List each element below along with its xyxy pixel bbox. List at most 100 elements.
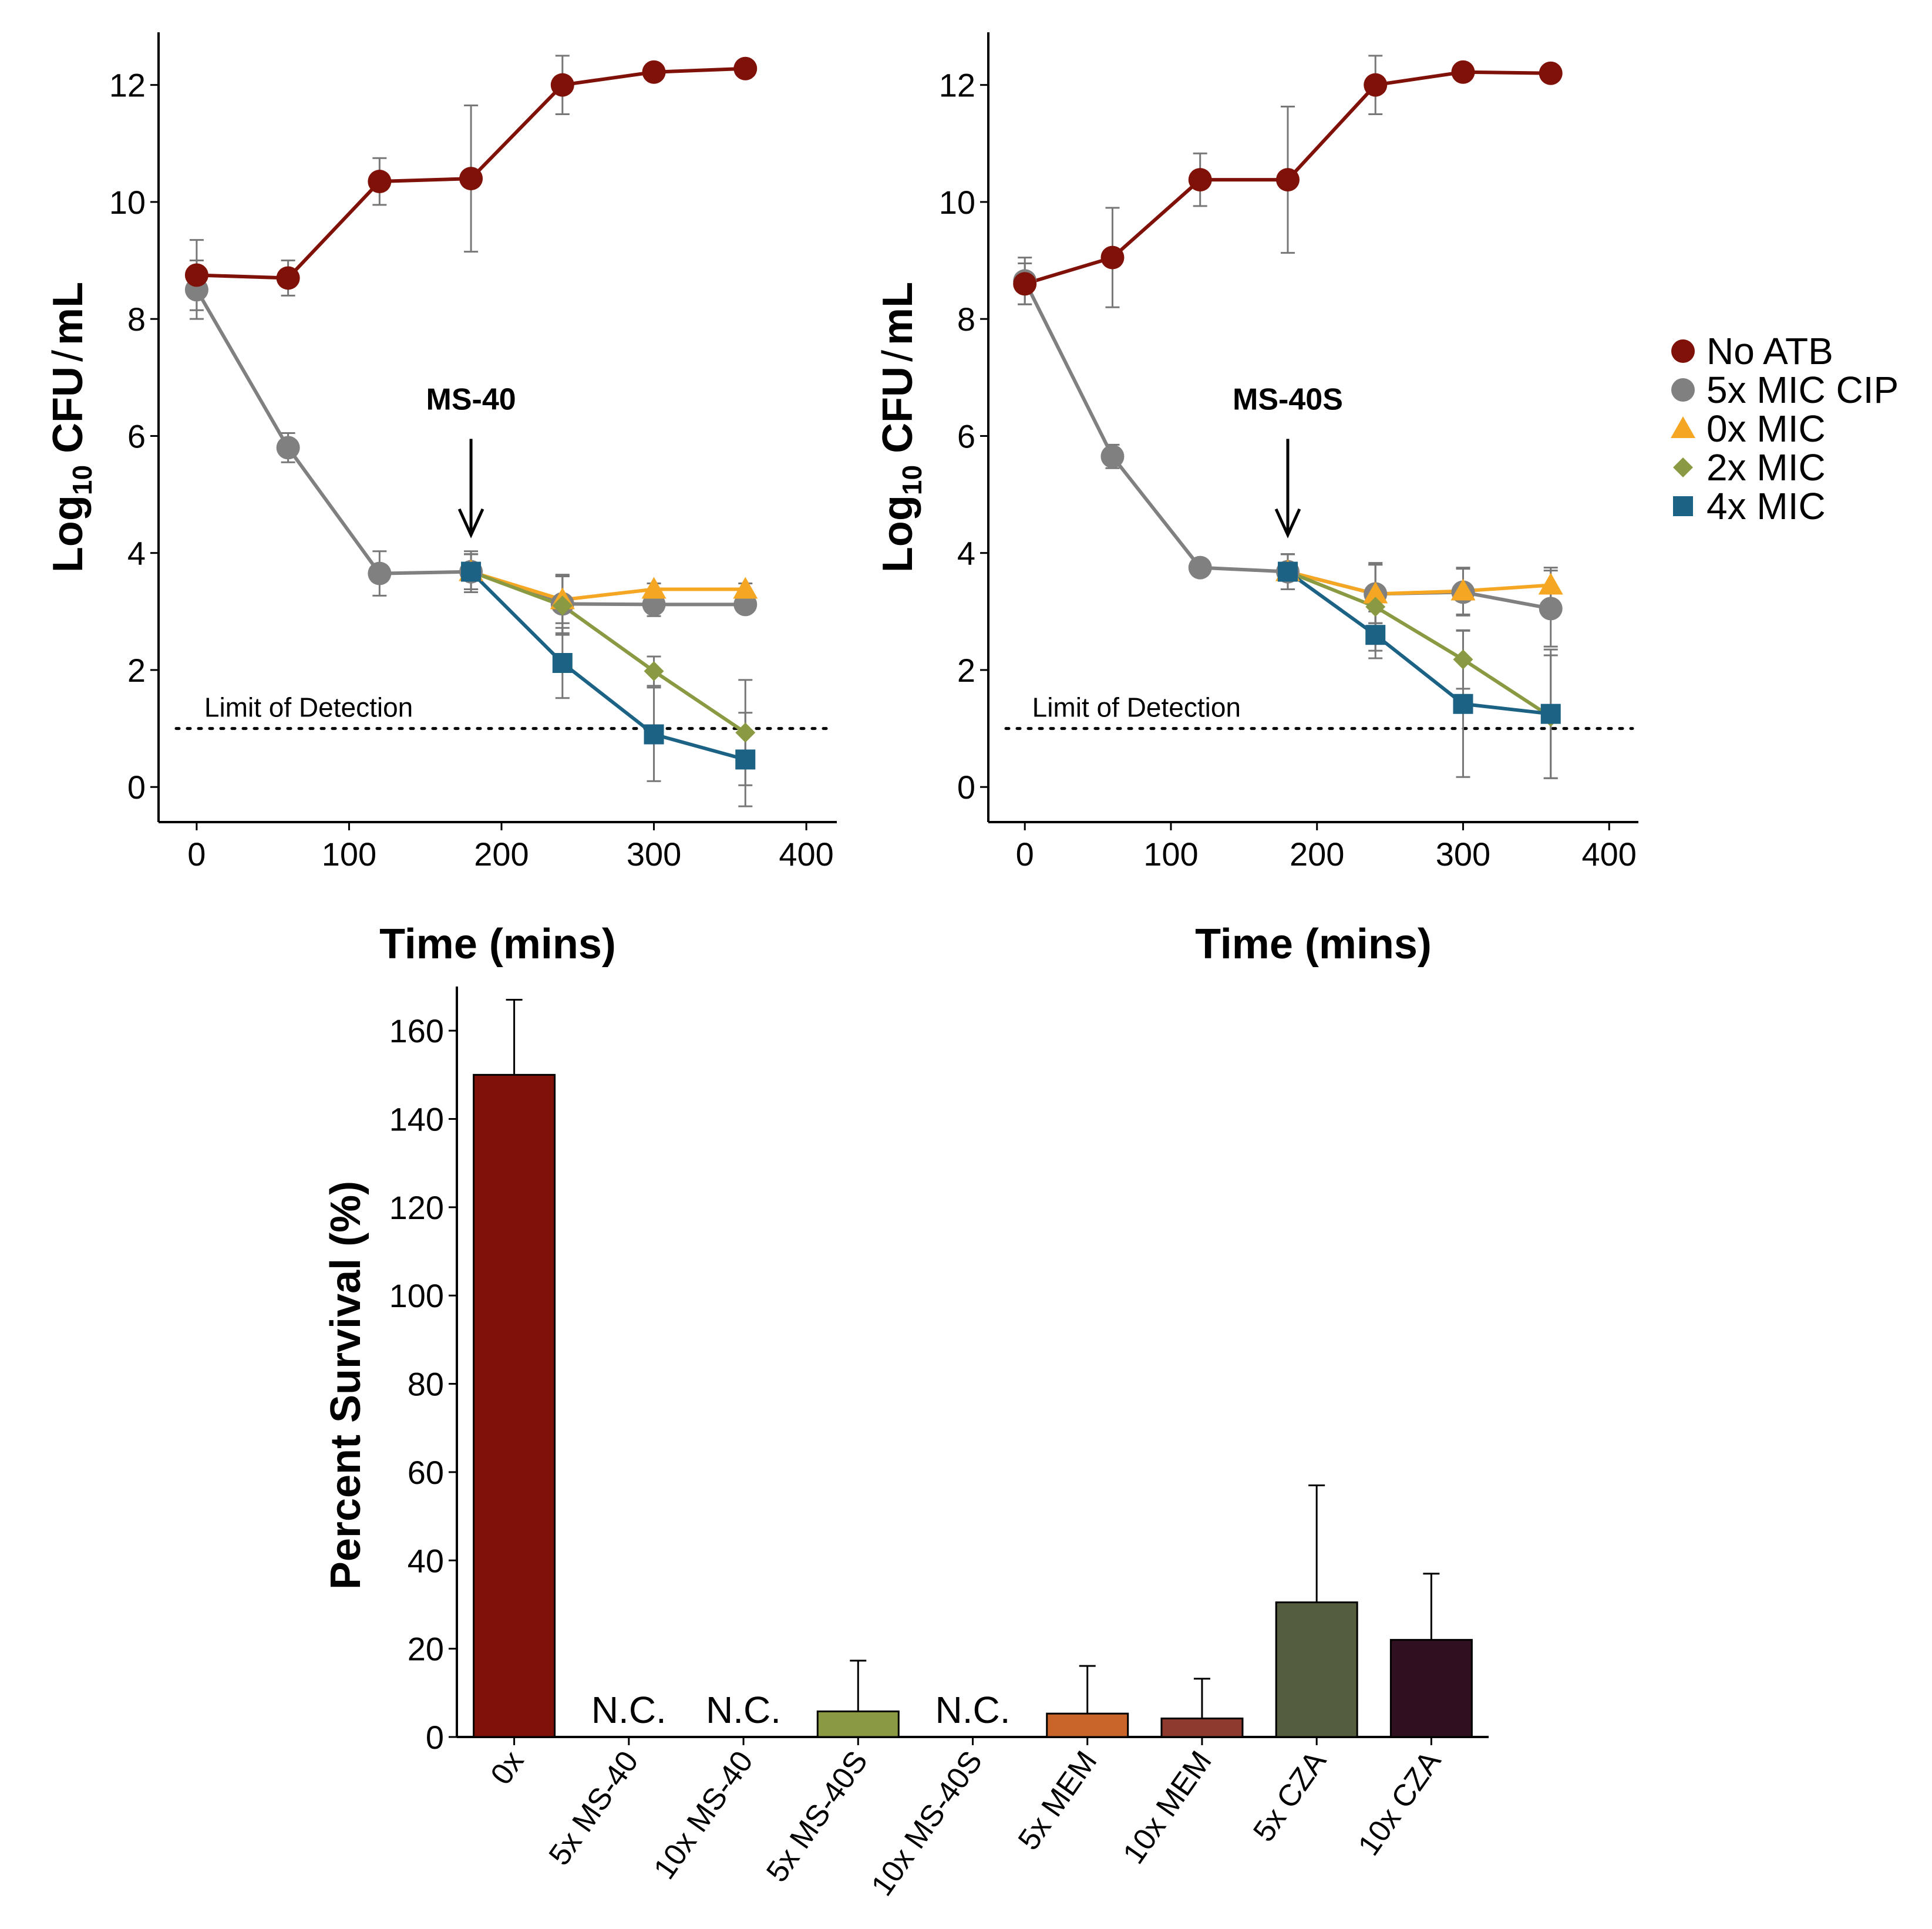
y-tick-label: 160: [389, 1012, 444, 1049]
not-calculated-label: N.C.: [591, 1689, 667, 1731]
data-point-no_atb: [276, 266, 300, 290]
data-point-no_atb: [459, 167, 483, 191]
bar: [816, 1710, 900, 1738]
series-line-mic2: [470, 570, 746, 735]
legend-key-no_atb: [1671, 339, 1695, 363]
data-point-mic0: [641, 577, 667, 599]
data-point-mic4: [1453, 694, 1473, 714]
x-tick-label: 5x MS-40: [543, 1745, 645, 1872]
data-point-mic4: [1277, 561, 1298, 582]
data-point-cip: [1539, 597, 1563, 621]
x-tick-label: 10x CZA: [1352, 1745, 1448, 1861]
data-point-mic0: [1538, 573, 1563, 595]
data-point-cip: [276, 436, 300, 460]
y-tick-label: 60: [408, 1454, 444, 1491]
arrow-label: MS-40: [426, 383, 516, 417]
y-tick-label: 6: [127, 418, 146, 455]
data-point-mic4: [735, 749, 756, 770]
data-point-mic0: [1363, 581, 1388, 604]
data-point-mic4: [552, 653, 573, 674]
data-point-no_atb: [368, 170, 392, 194]
y-tick-label: 4: [957, 535, 975, 572]
y-tick-label: 20: [408, 1631, 444, 1668]
percent-survival-bar-chart: 0 20 40 60 80 100 120 140 160 Percent Survival (%…: [322, 987, 1489, 1902]
data-point-no_atb: [1364, 73, 1388, 97]
arrow-label: MS-40S: [1233, 383, 1343, 417]
legend-key-mic0: [1671, 416, 1695, 438]
y-tick-label: 10: [109, 184, 146, 221]
y-title-subscript: 10: [67, 465, 97, 495]
limit-of-detection-label: Limit of Detection: [1032, 692, 1241, 723]
arrow-head: [457, 508, 484, 538]
data-point-mic2: [644, 661, 664, 681]
y-tick-label: 140: [389, 1101, 444, 1138]
x-tick-label: 5x MEM: [1012, 1745, 1104, 1856]
y-tick-label: 0: [426, 1719, 444, 1756]
y-tick-label: 4: [127, 535, 146, 572]
x-tick-label: 300: [627, 836, 681, 873]
y-tick-label: 10: [939, 184, 975, 221]
y-title-cfu: CFU: [45, 366, 92, 465]
y-title-subscript: 10: [897, 465, 927, 495]
data-point-mic2: [1453, 649, 1473, 670]
y-tick-label: 6: [957, 418, 975, 455]
legend-key-mic2: [1673, 457, 1693, 477]
data-point-mic4: [1365, 625, 1386, 645]
data-point-cip: [1100, 445, 1125, 469]
x-tick-label: 10x MS-40: [647, 1745, 760, 1886]
data-point-no_atb: [1100, 245, 1125, 270]
y-tick-label: 40: [408, 1542, 444, 1579]
y-tick-label: 12: [109, 67, 146, 104]
y-title-unit: mL: [874, 282, 921, 345]
y-axis-title: Log10 CFU / mL: [45, 282, 97, 573]
x-tick-label: 0: [1016, 836, 1034, 873]
y-title-log: Log: [45, 495, 92, 573]
y-tick-label: 8: [127, 301, 146, 338]
x-tick-label: 100: [322, 836, 376, 873]
data-point-no_atb: [1539, 61, 1563, 85]
x-tick-label: 5x CZA: [1247, 1745, 1333, 1848]
not-calculated-label: N.C.: [935, 1689, 1011, 1731]
data-point-no_atb: [1275, 168, 1300, 192]
bar: [1160, 1717, 1244, 1738]
series-line-mic2: [1287, 570, 1552, 719]
series-line-mic4: [1287, 570, 1551, 716]
x-tick-label: 5x MS-40S: [760, 1745, 874, 1888]
x-tick-label: 0x: [484, 1745, 530, 1791]
data-point-no_atb: [184, 263, 208, 287]
bar: [473, 1073, 556, 1738]
data-point-no_atb: [550, 73, 574, 97]
data-point-mic0: [733, 577, 758, 599]
data-point-mic2: [1365, 597, 1386, 617]
x-tick-label: 400: [1582, 836, 1637, 873]
data-point-mic4: [644, 724, 664, 745]
data-point-no_atb: [1451, 60, 1475, 84]
x-axis-title: Time (mins): [379, 921, 616, 968]
y-title-log: Log: [874, 495, 921, 573]
x-tick-label: 10x MS-40S: [865, 1745, 989, 1903]
data-point-mic0: [1450, 578, 1476, 601]
data-point-no_atb: [733, 56, 758, 80]
y-tick-label: 100: [389, 1277, 444, 1314]
x-axis-title: Time (mins): [1195, 921, 1432, 968]
legend-label: 2x MIC: [1707, 446, 1826, 489]
y-tick-label: 2: [127, 652, 146, 689]
bar: [1389, 1639, 1473, 1738]
bar: [1046, 1712, 1129, 1738]
y-tick-label: 0: [957, 769, 975, 806]
limit-of-detection-label: Limit of Detection: [204, 692, 413, 723]
data-point-cip: [1188, 556, 1212, 580]
y-title-slash: /: [45, 350, 92, 362]
not-calculated-label: N.C.: [706, 1689, 781, 1731]
data-point-mic2: [735, 722, 756, 743]
data-point-cip: [368, 561, 392, 585]
y-tick-label: 12: [939, 67, 975, 104]
x-tick-label: 10x MEM: [1116, 1745, 1218, 1870]
y-title-unit: mL: [45, 282, 92, 345]
bar: [1275, 1601, 1358, 1738]
arrow-head: [1274, 508, 1301, 538]
